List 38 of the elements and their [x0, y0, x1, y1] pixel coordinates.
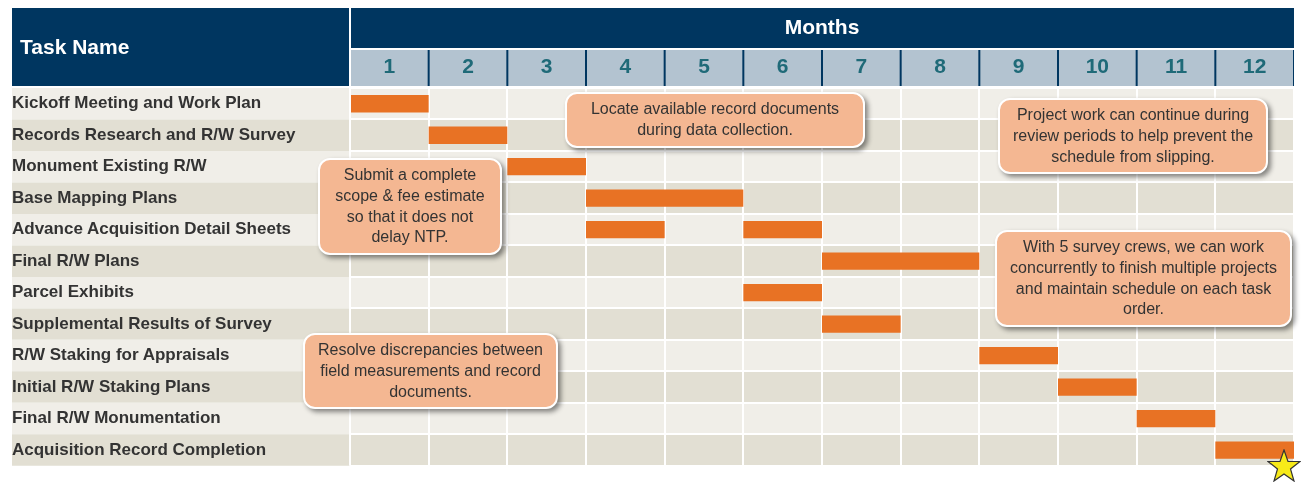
y-tick-label: Final R/W Plans — [12, 250, 140, 270]
speech-bubble: Submit a complete scope & fee estimate so that it does not delay NTP. — [318, 158, 502, 256]
y-tick-label: Supplemental Results of Survey — [12, 313, 273, 333]
y-tick-label: Final R/W Monumentation — [12, 408, 221, 428]
y-tick-label: Initial R/W Staking Plans — [12, 376, 211, 396]
y-tick-label: Monument Existing R/W — [12, 156, 208, 176]
x-tick-label: 2 — [462, 54, 474, 78]
x-axis-title: Months — [784, 14, 860, 38]
x-tick-label: 8 — [934, 54, 947, 78]
x-tick-label: 7 — [855, 54, 868, 78]
bar — [822, 315, 901, 333]
bar — [586, 189, 744, 207]
bar — [1058, 378, 1137, 396]
x-tick-label: 4 — [619, 54, 632, 78]
y-tick-label: Parcel Exhibits — [12, 282, 134, 302]
y-tick-label: Records Research and R/W Survey — [12, 124, 296, 144]
x-tick-label: 3 — [540, 54, 553, 78]
y-tick-label: Base Mapping Plans — [12, 187, 178, 207]
x-tick-label: 6 — [776, 54, 789, 78]
x-tick-label: 12 — [1242, 54, 1267, 78]
bar — [428, 126, 508, 144]
x-tick-label: 10 — [1085, 54, 1110, 78]
bar — [822, 252, 980, 270]
x-tick-label: 5 — [698, 54, 711, 78]
speech-bubble: Locate available record documents during data collection. — [565, 92, 865, 148]
y-axis-title: Task Name — [20, 34, 130, 58]
y-tick-label: Kickoff Meeting and Work Plan — [12, 93, 262, 113]
bar — [351, 95, 429, 113]
speech-bubble: Resolve discrepancies between field measurements and record documents. — [303, 333, 558, 410]
speech-bubble: With 5 survey crews, we can work concurrently to finish multiple projects and maintain schedule on each task order. — [995, 230, 1292, 328]
x-tick-label: 11 — [1164, 54, 1188, 78]
speech-bubble: Project work can continue during review periods to help prevent the schedule from slipping. — [998, 98, 1268, 175]
x-tick-label: 9 — [1012, 54, 1025, 78]
x-tick-label: 1 — [383, 54, 396, 78]
y-tick-label: Advance Acquisition Detail Sheets — [12, 219, 291, 239]
y-tick-label: R/W Staking for Appraisals — [12, 345, 230, 365]
y-tick-label: Acquisition Record Completion — [12, 439, 267, 459]
bar — [743, 283, 822, 302]
